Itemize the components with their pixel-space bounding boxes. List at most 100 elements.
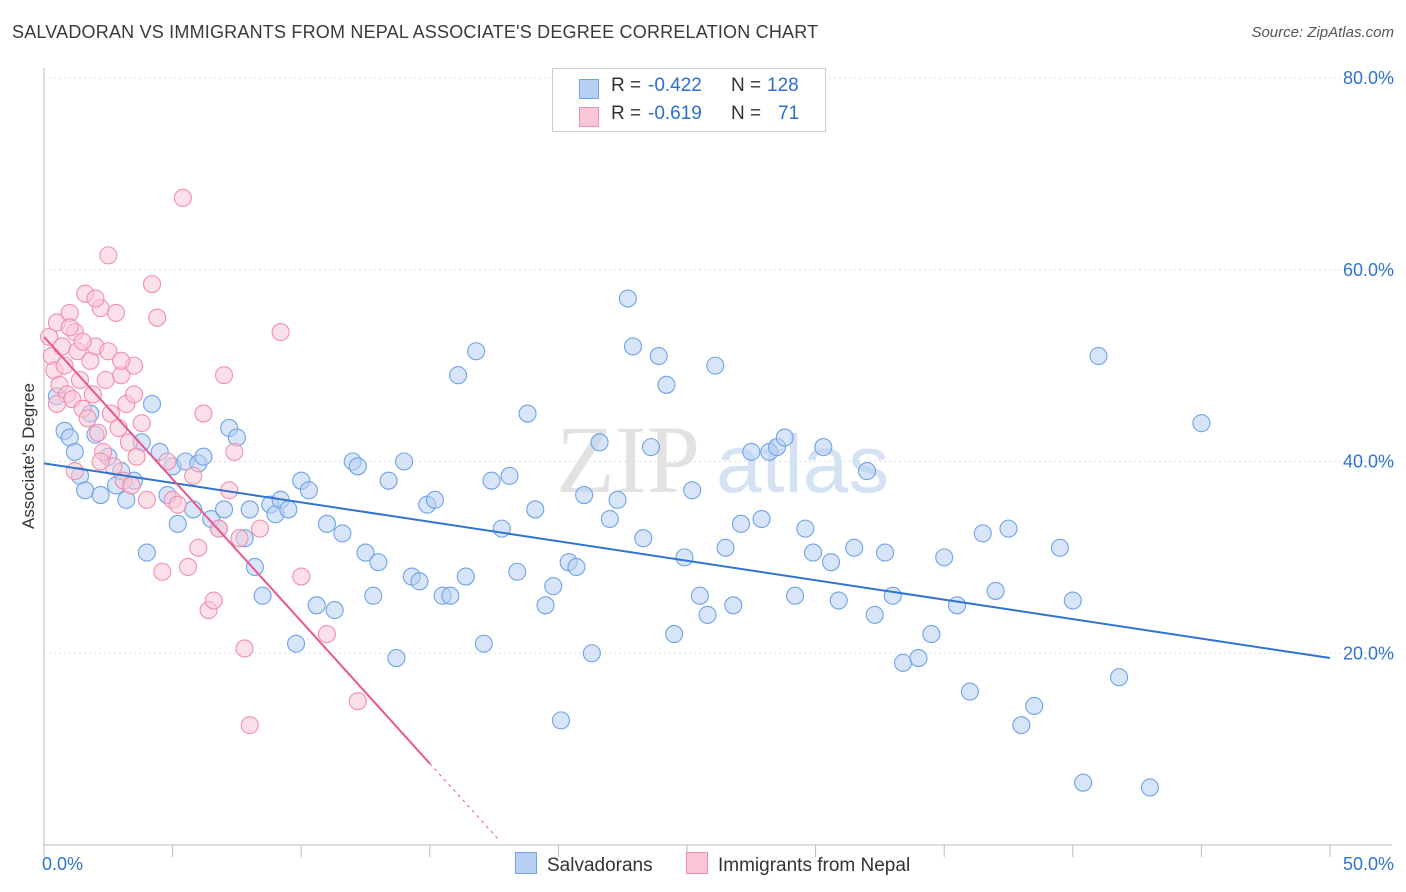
- y-tick-label: 40.0%: [1343, 452, 1394, 472]
- salvadoran-point: [675, 548, 694, 567]
- nepal-point: [60, 318, 79, 337]
- salvadoran-point: [410, 572, 429, 591]
- salvadoran-point: [76, 481, 95, 500]
- salvadoran-point: [803, 543, 823, 562]
- salvadoran-point: [567, 557, 586, 577]
- salvadoran-point: [706, 356, 725, 375]
- salvadoran-point: [618, 289, 637, 308]
- salvadoran-point: [1050, 538, 1069, 557]
- legend-n-label: N =: [731, 75, 762, 96]
- y-axis-label: Associate's Degree: [19, 383, 38, 529]
- salvadoran-point: [508, 562, 527, 581]
- stats-legend: R = -0.422 N = 128 R = -0.619 N = 71: [552, 68, 826, 132]
- nepal-point: [142, 275, 162, 294]
- salvadoran-point: [1110, 668, 1129, 687]
- salvadoran-point: [731, 514, 751, 533]
- salvadoran-point: [456, 567, 475, 586]
- nepal-point: [119, 433, 138, 452]
- legend-n-value: 71: [778, 103, 800, 124]
- salvadoran-point: [821, 553, 841, 572]
- salvadoran-point: [935, 548, 954, 567]
- salvadoran-point: [91, 486, 110, 505]
- salvadoran-point: [814, 438, 833, 457]
- nepal-point: [99, 246, 118, 265]
- salvadoran-point: [500, 466, 519, 485]
- salvadoran-point: [623, 337, 643, 356]
- salvadoran-point: [544, 577, 563, 596]
- bottom-legend-salvadorans: Salvadorans: [515, 852, 653, 877]
- salvadoran-point: [600, 509, 619, 529]
- nepal-point: [317, 625, 336, 644]
- nepal-point: [78, 409, 97, 428]
- trend-line-salvadorans: [43, 462, 1331, 660]
- nepal-point: [99, 342, 118, 361]
- salvadoran-point: [582, 644, 601, 663]
- salvadoran-point: [348, 457, 367, 476]
- trend-line-nepal: [43, 336, 431, 765]
- legend-r-value: -0.619: [648, 103, 702, 124]
- salvadoran-point: [142, 394, 162, 414]
- watermark: ZIP atlas: [556, 406, 889, 513]
- nepal-point: [70, 370, 90, 390]
- series-salvadorans-points: [47, 289, 1211, 797]
- salvadoran-point: [253, 586, 272, 605]
- watermark-atlas: atlas: [716, 419, 889, 510]
- axes: [43, 68, 1392, 857]
- salvadoran-point: [317, 514, 336, 533]
- nepal-point: [132, 414, 151, 433]
- salvadoran-point: [883, 586, 902, 605]
- salvadoran-point: [482, 471, 501, 490]
- salvadoran-point: [441, 586, 460, 605]
- x-tick-labels: 0.0% 50.0%: [42, 854, 1394, 874]
- nepal-point: [55, 356, 74, 375]
- salvadoran-point: [551, 711, 571, 730]
- nepal-point: [137, 490, 156, 509]
- salvadoran-point: [369, 553, 388, 572]
- salvadoran-point: [608, 490, 627, 509]
- nepal-point: [122, 476, 141, 495]
- salvadoran-point: [752, 509, 771, 529]
- salvadoran-point: [922, 625, 941, 644]
- y-tick-label: 20.0%: [1343, 643, 1394, 663]
- nepal-point: [178, 557, 198, 577]
- salvadoran-point: [379, 471, 398, 490]
- legend-r-label: R =: [611, 103, 642, 124]
- nepal-point: [112, 351, 131, 370]
- nepal-point: [173, 188, 192, 207]
- salvadoran-point: [1074, 773, 1093, 792]
- nepal-point: [65, 462, 84, 481]
- salvadoran-point: [1192, 414, 1211, 433]
- salvadoran-point: [775, 428, 794, 447]
- salvadoran-point: [65, 442, 84, 461]
- trend-lines: [43, 336, 1331, 841]
- nepal-point: [124, 385, 144, 404]
- legend-swatch-blue: [579, 79, 599, 99]
- salvadoran-point: [590, 433, 609, 452]
- bottom-legend-nepal: Immigrants from Nepal: [686, 852, 910, 877]
- y-tick-label: 60.0%: [1343, 260, 1394, 280]
- salvadoran-point: [986, 581, 1005, 600]
- salvadoran-point: [1063, 591, 1082, 610]
- salvadoran-point: [829, 591, 848, 610]
- legend-r-value: -0.422: [648, 75, 702, 96]
- nepal-point: [106, 303, 126, 322]
- legend-n-label: N =: [731, 103, 762, 124]
- salvadoran-point: [245, 557, 264, 577]
- x-tick-label: 0.0%: [42, 854, 83, 874]
- legend-row-nepal: R = -0.619 N = 71: [553, 101, 825, 129]
- bottom-legend-label: Immigrants from Nepal: [718, 855, 911, 876]
- salvadoran-point: [973, 524, 992, 543]
- y-tick-labels: 20.0% 40.0% 60.0% 80.0%: [1343, 68, 1394, 663]
- salvadoran-point: [665, 625, 684, 644]
- nepal-point: [225, 442, 244, 461]
- bottom-legend-swatch-pink: [686, 852, 708, 874]
- salvadoran-point: [641, 438, 661, 457]
- salvadoran-point: [449, 366, 468, 385]
- salvadoran-point: [649, 346, 668, 366]
- salvadoran-point: [364, 586, 383, 605]
- legend-n-value: 128: [767, 75, 799, 96]
- nepal-point: [189, 538, 208, 557]
- salvadoran-point: [526, 500, 545, 519]
- salvadoran-point: [474, 634, 493, 653]
